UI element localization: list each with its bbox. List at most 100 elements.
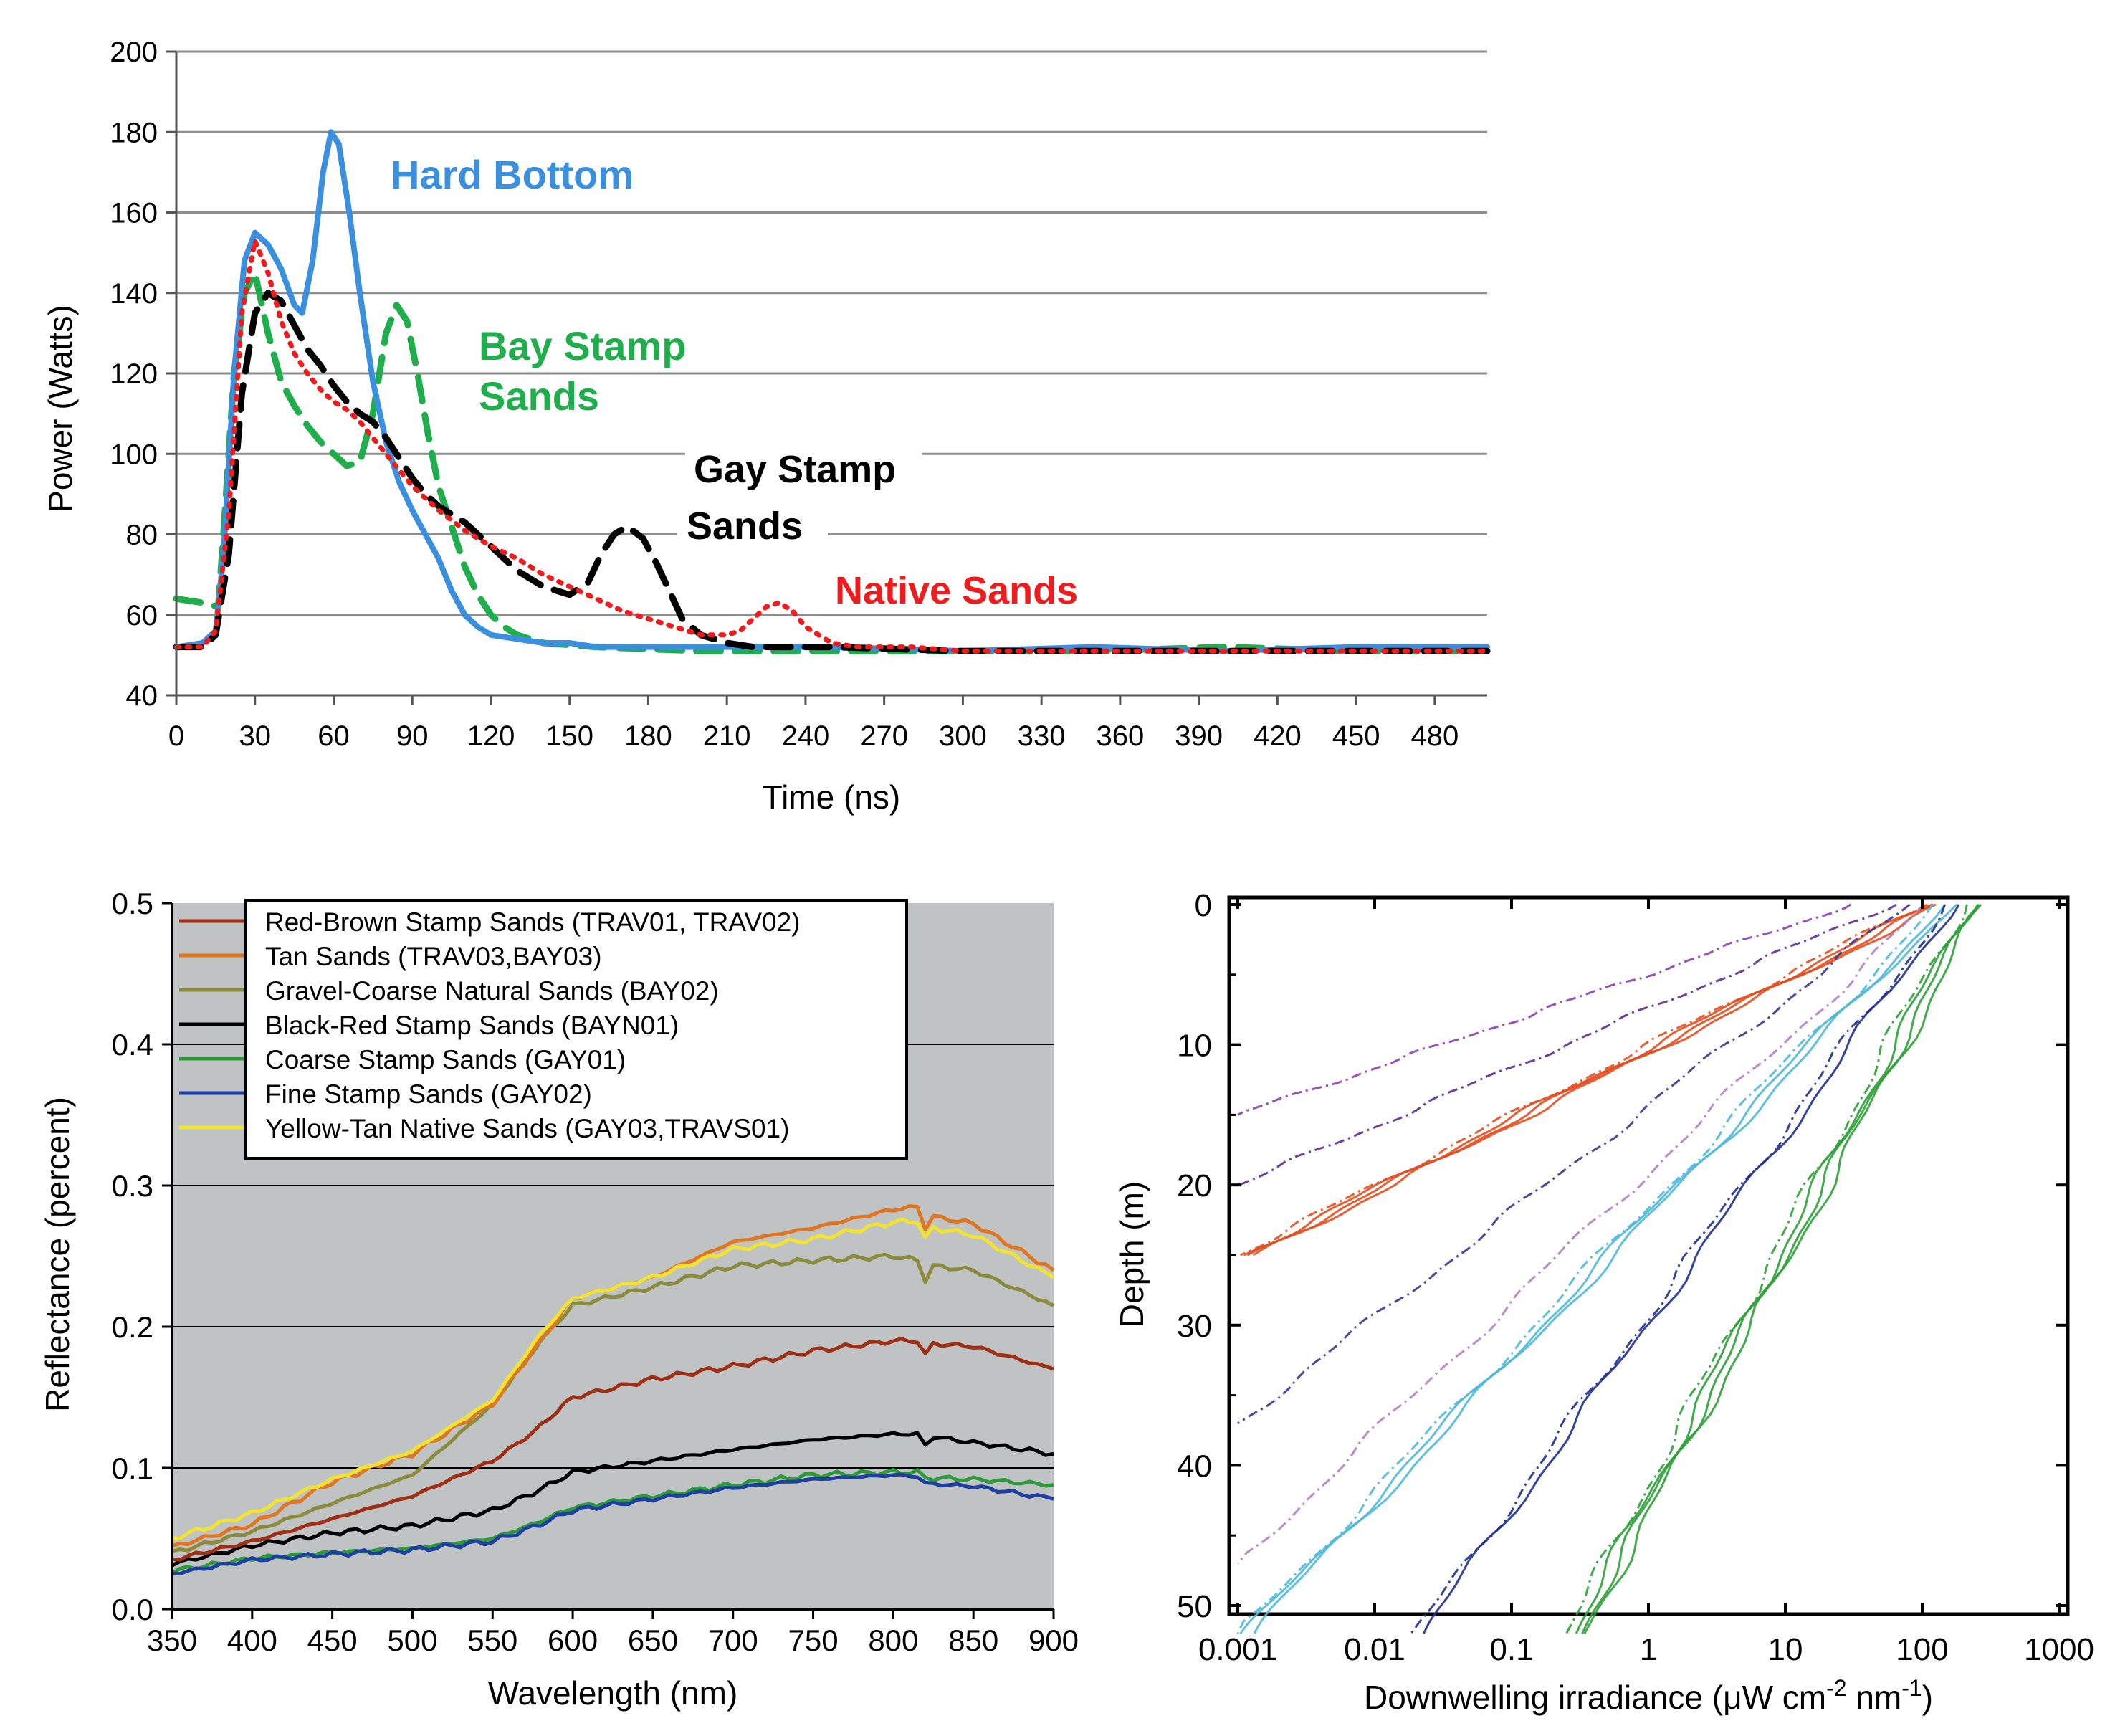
irradiance-series-green-0 [1565, 904, 1968, 1634]
reflectance-x-tick-label-550: 550 [467, 1623, 517, 1657]
power-x-tick-label-240: 240 [782, 720, 830, 752]
power-y-tick-labels: 40 60 80 100 120 140 160 180 200 [110, 37, 158, 712]
reflectance-legend: Red-Brown Stamp Sands (TRAV01, TRAV02) Ta… [179, 899, 908, 1160]
irradiance-series-lavender-0 [1236, 903, 1925, 1565]
irradiance-series-navy-1 [1422, 904, 1960, 1634]
reflectance-series-3 [171, 1431, 1054, 1568]
irradiance-y-tick-labels: 0 10 20 30 40 50 [1177, 888, 1212, 1624]
reflectance-y-tick-label-0.1: 0.1 [112, 1451, 153, 1485]
reflectance-series-4 [171, 1468, 1054, 1575]
irradiance-y-tick-label-50: 50 [1177, 1589, 1212, 1624]
irradiance-x-tick-label-0.1: 0.1 [1489, 1632, 1533, 1667]
power-x-tick-label-150: 150 [545, 720, 593, 752]
power-x-axis-label: Time (ns) [763, 778, 901, 816]
power-x-tick-label-360: 360 [1097, 720, 1145, 752]
reflectance-x-tick-label-650: 650 [628, 1623, 678, 1657]
irradiance-x-tick-label-0.01: 0.01 [1344, 1632, 1405, 1667]
irradiance-series-cyan-0 [1236, 904, 1934, 1634]
power-x-tick-label-330: 330 [1018, 720, 1066, 752]
annotation-bay-stamp-sands: Bay Stamp Sands [479, 323, 686, 419]
irradiance-series-cyan-2 [1253, 903, 1958, 1634]
reflectance-x-tick-label-500: 500 [387, 1623, 437, 1657]
reflectance-series-0 [171, 1337, 1054, 1562]
irradiance-series-violet-1-0 [1237, 903, 1851, 1116]
power-y-tick-label-60: 60 [126, 600, 158, 631]
power-y-tick-label-200: 200 [110, 37, 158, 68]
legend-label-6: Yellow-Tan Native Sands (GAY03,TRAVS01) [265, 1114, 789, 1143]
irradiance-y-tick-label-0: 0 [1195, 888, 1212, 923]
irradiance-x-tick-label-1000: 1000 [2024, 1632, 2094, 1667]
legend-label-0: Red-Brown Stamp Sands (TRAV01, TRAV02) [265, 907, 800, 937]
irradiance-x-tick-label-10: 10 [1768, 1632, 1803, 1667]
irradiance-x-axis-label: Downwelling irradiance (μW cm-2 nm-1) [1364, 1675, 1933, 1716]
irradiance-series-green-3 [1583, 904, 1980, 1634]
power-x-tick-label-210: 210 [703, 720, 751, 752]
reflectance-x-tick-label-700: 700 [708, 1623, 758, 1657]
reflectance-x-tick-label-800: 800 [868, 1623, 918, 1657]
reflectance-x-tick-label-350: 350 [147, 1623, 197, 1657]
power-x-tick-label-90: 90 [396, 720, 429, 752]
legend-label-3: Black-Red Stamp Sands (BAYN01) [265, 1011, 679, 1040]
power-y-tick-label-40: 40 [126, 680, 158, 712]
irradiance-y-tick-label-20: 20 [1177, 1168, 1212, 1203]
reflectance-x-tick-label-750: 750 [788, 1623, 839, 1657]
irradiance-series-violet-2-0 [1238, 903, 1897, 1186]
reflectance-y-tick-label-0.0: 0.0 [112, 1593, 153, 1626]
irradiance-series-orange-1 [1243, 903, 1933, 1256]
power-series-hard-bottom [173, 129, 1490, 654]
irradiance-y-tick-label-40: 40 [1177, 1449, 1212, 1484]
reflectance-x-tick-label-900: 900 [1028, 1623, 1079, 1657]
irradiance-series-green-1 [1575, 904, 1979, 1634]
power-y-tick-label-80: 80 [126, 520, 158, 551]
power-y-tick-label-180: 180 [110, 117, 158, 148]
irradiance-series-group [1236, 903, 1982, 1635]
reflectance-y-tick-label-0.3: 0.3 [112, 1169, 153, 1203]
power-y-tick-label-120: 120 [110, 358, 158, 390]
annotation-bay-stamp-sands-line-1: Bay Stamp [479, 323, 686, 368]
irradiance-plot-frame [1227, 895, 2070, 1616]
power-x-tick-label-180: 180 [624, 720, 672, 752]
power-x-tick-label-300: 300 [939, 720, 987, 752]
legend-box [244, 899, 908, 1160]
power-time-chart: 40 60 80 100 120 140 160 180 200 0 30 60 90 120 150 18… [42, 37, 1491, 816]
power-x-tick-label-390: 390 [1175, 720, 1223, 752]
legend-label-2: Gravel-Coarse Natural Sands (BAY02) [265, 976, 719, 1006]
reflectance-series-6 [171, 1217, 1055, 1541]
annotation-bay-stamp-sands-line-2: Sands [479, 373, 599, 419]
reflectance-series-group [171, 1204, 1055, 1576]
irradiance-y-tick-label-30: 30 [1177, 1309, 1212, 1344]
reflectance-y-tick-label-0.2: 0.2 [112, 1310, 153, 1344]
annotation-native-sands: Native Sands [835, 569, 1078, 612]
reflectance-x-tick-label-850: 850 [948, 1623, 998, 1657]
irradiance-x-tick-labels: 0.001 0.01 0.1 1 10 100 1000 [1198, 1632, 2094, 1667]
irradiance-series-orange-3 [1252, 903, 1937, 1256]
reflectance-y-tick-label-0.5: 0.5 [112, 887, 153, 920]
irradiance-series-orange-2 [1246, 903, 1934, 1256]
legend-label-5: Fine Stamp Sands (GAY02) [265, 1079, 592, 1109]
power-series-bay-stamp-sands [173, 270, 1491, 654]
power-x-tick-label-270: 270 [860, 720, 908, 752]
annotation-gay-stamp-sands-line-2: Sands [687, 505, 803, 548]
irradiance-y-tick-label-10: 10 [1177, 1029, 1212, 1064]
irradiance-series-indigo-0 [1237, 903, 1911, 1424]
power-x-tick-labels: 0 30 60 90 120 150 180 210 240 270 300 330 360 390 420… [168, 720, 1459, 752]
reflectance-chart: 0.0 0.1 0.2 0.3 0.4 0.5 350 400 450 500 550 600 650… [39, 887, 1079, 1712]
power-x-tick-label-420: 420 [1254, 720, 1302, 752]
reflectance-x-tick-label-400: 400 [227, 1623, 277, 1657]
irradiance-series-orange-0 [1240, 903, 1928, 1256]
reflectance-series-2 [171, 1252, 1055, 1553]
annotation-gay-stamp-sands-line-1: Gay Stamp [694, 448, 896, 491]
irradiance-series-navy-0 [1410, 904, 1946, 1634]
power-y-tick-label-100: 100 [110, 439, 158, 470]
irradiance-depth-chart: 0 10 20 30 40 50 0.001 0.01 0.1 1 10 100 1000 Depth… [1113, 888, 2094, 1716]
power-y-axis-label: Power (Watts) [42, 305, 79, 512]
reflectance-y-tick-labels: 0.0 0.1 0.2 0.3 0.4 0.5 [112, 887, 153, 1626]
power-series-native-sands [173, 238, 1490, 654]
reflectance-x-tick-label-450: 450 [307, 1623, 358, 1657]
annotation-gay-stamp-sands: Gay Stamp Sands [677, 443, 922, 559]
reflectance-x-axis-label: Wavelength (nm) [488, 1674, 738, 1712]
reflectance-y-tick-label-0.4: 0.4 [112, 1028, 153, 1062]
irradiance-x-tick-label-100: 100 [1896, 1632, 1948, 1667]
power-x-tick-label-480: 480 [1410, 720, 1459, 752]
